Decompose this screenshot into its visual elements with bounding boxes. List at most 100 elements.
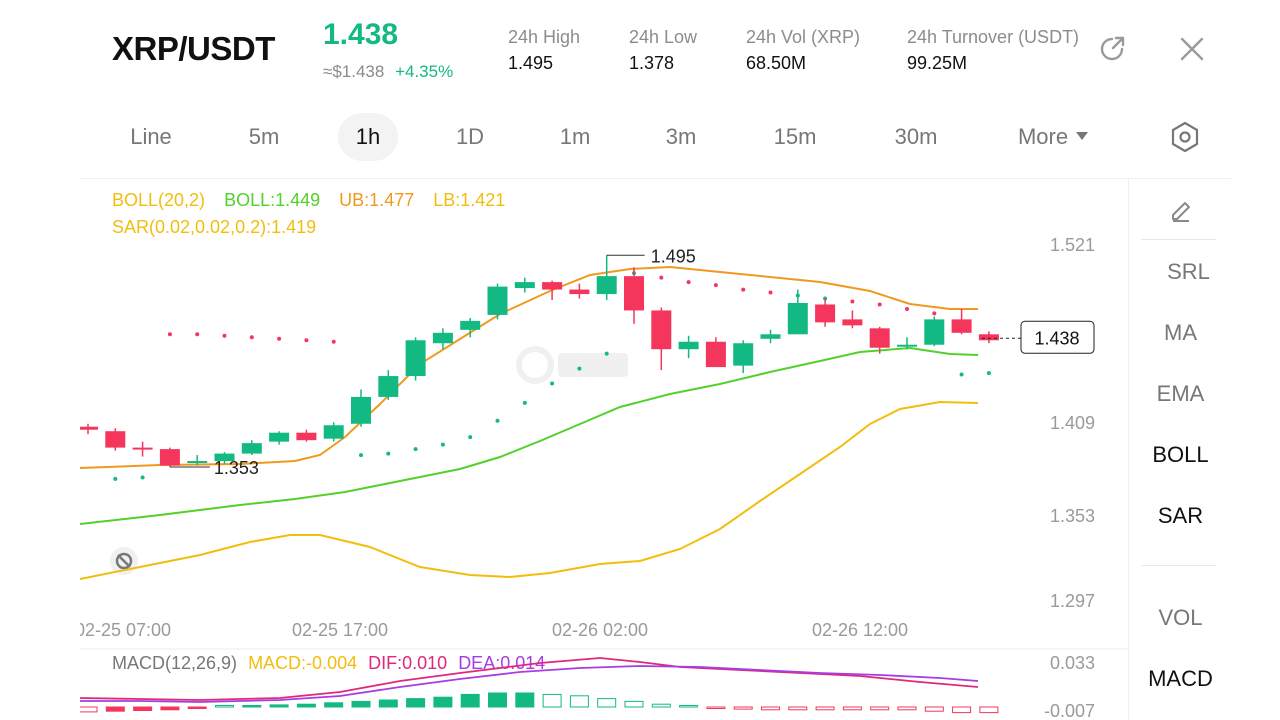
macd-histogram-bar xyxy=(624,700,644,708)
macd-histogram-bar xyxy=(569,695,589,708)
sidebar-item-boll[interactable]: BOLL xyxy=(1152,442,1209,467)
stat-24h-turnover: 24h Turnover (USDT) 99.25M xyxy=(907,27,1087,74)
macd-histogram-bar xyxy=(160,706,180,711)
candle-up xyxy=(487,286,508,315)
macd-histogram-bar xyxy=(679,705,699,708)
macd-histogram-bar xyxy=(515,692,535,708)
macd-histogram-bar xyxy=(406,698,426,708)
sar-dot xyxy=(550,381,555,386)
macd-histogram-bar xyxy=(542,693,562,708)
boll-lb-value: LB:1.421 xyxy=(433,190,506,210)
last-price: 1.438 xyxy=(323,18,399,51)
sar-dot xyxy=(386,451,391,456)
sar-dot xyxy=(686,280,691,285)
min-price-label: 1.353 xyxy=(214,458,259,478)
stat-value: 99.25M xyxy=(907,53,968,73)
ticker-header: XRP/USDT 1.438 ≈$1.438 +4.35% 24h High 1… xyxy=(0,0,1280,100)
macd-histogram-bar xyxy=(324,702,344,708)
x-axis-tick-label: 02-26 02:00 xyxy=(552,620,648,640)
sar-dot xyxy=(932,311,937,316)
macd-axis-tick-label: 0.033 xyxy=(1050,653,1095,673)
sar-dot xyxy=(113,476,118,481)
sar-dot xyxy=(140,475,145,480)
sar-dot xyxy=(440,442,445,447)
sar-dot xyxy=(277,336,282,341)
macd-histogram-bar xyxy=(924,706,944,712)
sidebar-item-srl[interactable]: SRL xyxy=(1167,259,1210,284)
candle-up xyxy=(323,425,344,439)
candle-up xyxy=(897,344,917,347)
tab-30m[interactable]: 30m xyxy=(894,124,938,149)
candle-up xyxy=(241,443,262,454)
stat-value: 1.495 xyxy=(508,53,554,73)
macd-histogram-bar xyxy=(897,706,917,711)
candle-down xyxy=(842,319,863,326)
macd-value: MACD:-0.004 xyxy=(248,653,358,673)
sar-dot xyxy=(468,435,473,440)
sidebar-item-vol[interactable]: VOL xyxy=(1158,605,1203,630)
close-icon[interactable] xyxy=(1175,32,1209,66)
settings-gear-icon[interactable] xyxy=(1168,120,1202,154)
stat-label: 24h Vol (XRP) xyxy=(746,27,861,47)
macd-histogram-bar xyxy=(433,696,453,708)
macd-histogram-bar xyxy=(706,706,726,709)
sidebar-item-ema[interactable]: EMA xyxy=(1156,381,1205,406)
sar-dot xyxy=(304,338,309,343)
candle-down xyxy=(159,449,180,466)
price-change: +4.35% xyxy=(395,62,454,81)
macd-name: MACD(12,26,9) xyxy=(112,653,238,673)
stat-label: 24h Low xyxy=(629,27,698,47)
candle-up xyxy=(514,282,535,289)
pair-title: XRP/USDT xyxy=(112,30,275,67)
tab-line[interactable]: Line xyxy=(130,124,172,149)
sidebar-divider xyxy=(1141,565,1216,566)
sar-dot xyxy=(959,372,964,377)
boll-mid-value: BOLL:1.449 xyxy=(224,190,321,210)
sar-dot xyxy=(604,351,609,356)
tab-3m[interactable]: 3m xyxy=(665,124,697,149)
candle-down xyxy=(651,310,672,350)
candle-up xyxy=(460,320,481,330)
tab-5m[interactable]: 5m xyxy=(248,124,280,149)
candle-up xyxy=(187,461,208,464)
sar-dot xyxy=(713,283,718,288)
boll-upper-band-line xyxy=(80,265,978,469)
candle-down xyxy=(569,289,590,295)
sar-dot xyxy=(741,287,746,292)
share-icon[interactable] xyxy=(1095,32,1129,66)
stat-24h-low: 24h Low 1.378 xyxy=(629,27,697,74)
candle-up xyxy=(378,376,399,397)
boll-ub-value: UB:1.477 xyxy=(339,190,415,210)
sidebar-item-ma[interactable]: MA xyxy=(1164,320,1197,345)
sar-dot xyxy=(331,339,336,344)
sar-dot xyxy=(195,332,200,337)
tab-1d[interactable]: 1D xyxy=(455,124,485,149)
sidebar-item-sar[interactable]: SAR xyxy=(1157,503,1204,528)
indicator-sidebar: SRL MA EMA BOLL SAR VOL MACD xyxy=(1128,178,1231,720)
timeframe-tabs: Line 5m 1h 1D 1m 3m 15m 30m More xyxy=(0,110,1280,166)
macd-histogram-bar xyxy=(733,706,753,710)
chart-area[interactable]: BOLL(20,2) BOLL:1.449 UB:1.477 LB:1.421 … xyxy=(80,178,1128,720)
tab-more[interactable]: More xyxy=(1005,113,1101,161)
current-price-label: 1.438 xyxy=(1034,328,1079,348)
macd-axis-tick-label: -0.007 xyxy=(1044,701,1095,720)
sar-dot xyxy=(167,332,172,337)
candle-down xyxy=(105,431,126,448)
tab-1h[interactable]: 1h xyxy=(338,113,398,161)
sar-dot xyxy=(413,447,418,452)
tab-15m[interactable]: 15m xyxy=(773,124,817,149)
tab-1m[interactable]: 1m xyxy=(559,124,591,149)
sar-dot xyxy=(577,366,582,371)
macd-histogram-bar xyxy=(351,700,371,708)
sidebar-item-macd[interactable]: MACD xyxy=(1148,666,1213,691)
usd-price: ≈$1.438 xyxy=(323,62,385,81)
macd-histogram-bar xyxy=(842,706,862,711)
candle-down xyxy=(705,341,726,368)
candle-down xyxy=(869,328,890,348)
stat-label: 24h High xyxy=(508,27,581,47)
stat-value: 68.50M xyxy=(746,53,807,73)
pencil-draw-icon[interactable] xyxy=(1167,195,1195,223)
y-axis-tick-label: 1.409 xyxy=(1050,413,1095,433)
x-axis-tick-label: 02-26 12:00 xyxy=(812,620,908,640)
